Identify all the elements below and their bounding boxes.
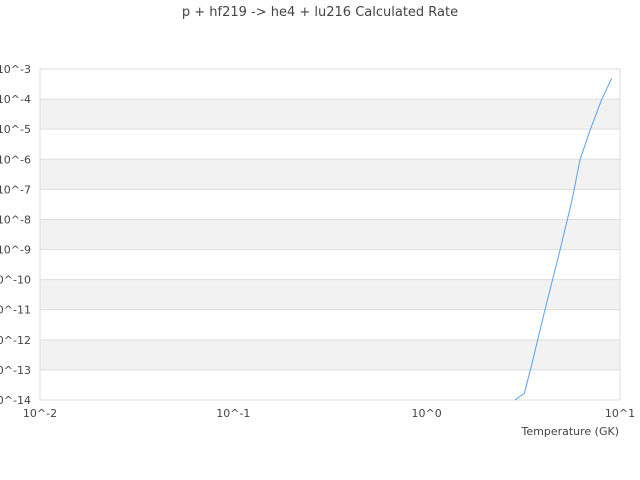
y-tick-label: 10^-12: [0, 334, 31, 347]
grid-band: [40, 219, 620, 250]
y-tick-label: 10^-6: [0, 153, 31, 166]
y-tick-label: 10^-9: [0, 244, 31, 257]
y-tick-label: 10^-4: [0, 93, 31, 106]
y-tick-label: 10^-11: [0, 304, 31, 317]
x-tick-label: 10^-2: [23, 407, 57, 420]
plot-frame: [39, 68, 621, 401]
series-line: [514, 78, 613, 401]
y-tick-label: 10^-10: [0, 274, 31, 287]
y-tick-label: 10^-13: [0, 364, 31, 377]
grid-band: [40, 339, 620, 370]
y-tick-label: 10^-7: [0, 183, 31, 196]
x-axis-label: Temperature (GK): [521, 425, 620, 438]
grid-band: [40, 279, 620, 310]
x-tick-label: 10^0: [412, 407, 442, 420]
y-tick-label: 10^-14: [0, 394, 31, 407]
x-tick-label: 10^-1: [216, 407, 250, 420]
y-tick-label: 10^-3: [0, 63, 31, 76]
grid-band: [40, 99, 620, 130]
y-tick-label: 10^-5: [0, 123, 31, 136]
grid-band: [40, 159, 620, 190]
x-tick-label: 10^1: [605, 407, 635, 420]
y-tick-label: 10^-8: [0, 213, 31, 226]
chart-title: p + hf219 -> he4 + lu216 Calculated Rate: [182, 5, 458, 20]
